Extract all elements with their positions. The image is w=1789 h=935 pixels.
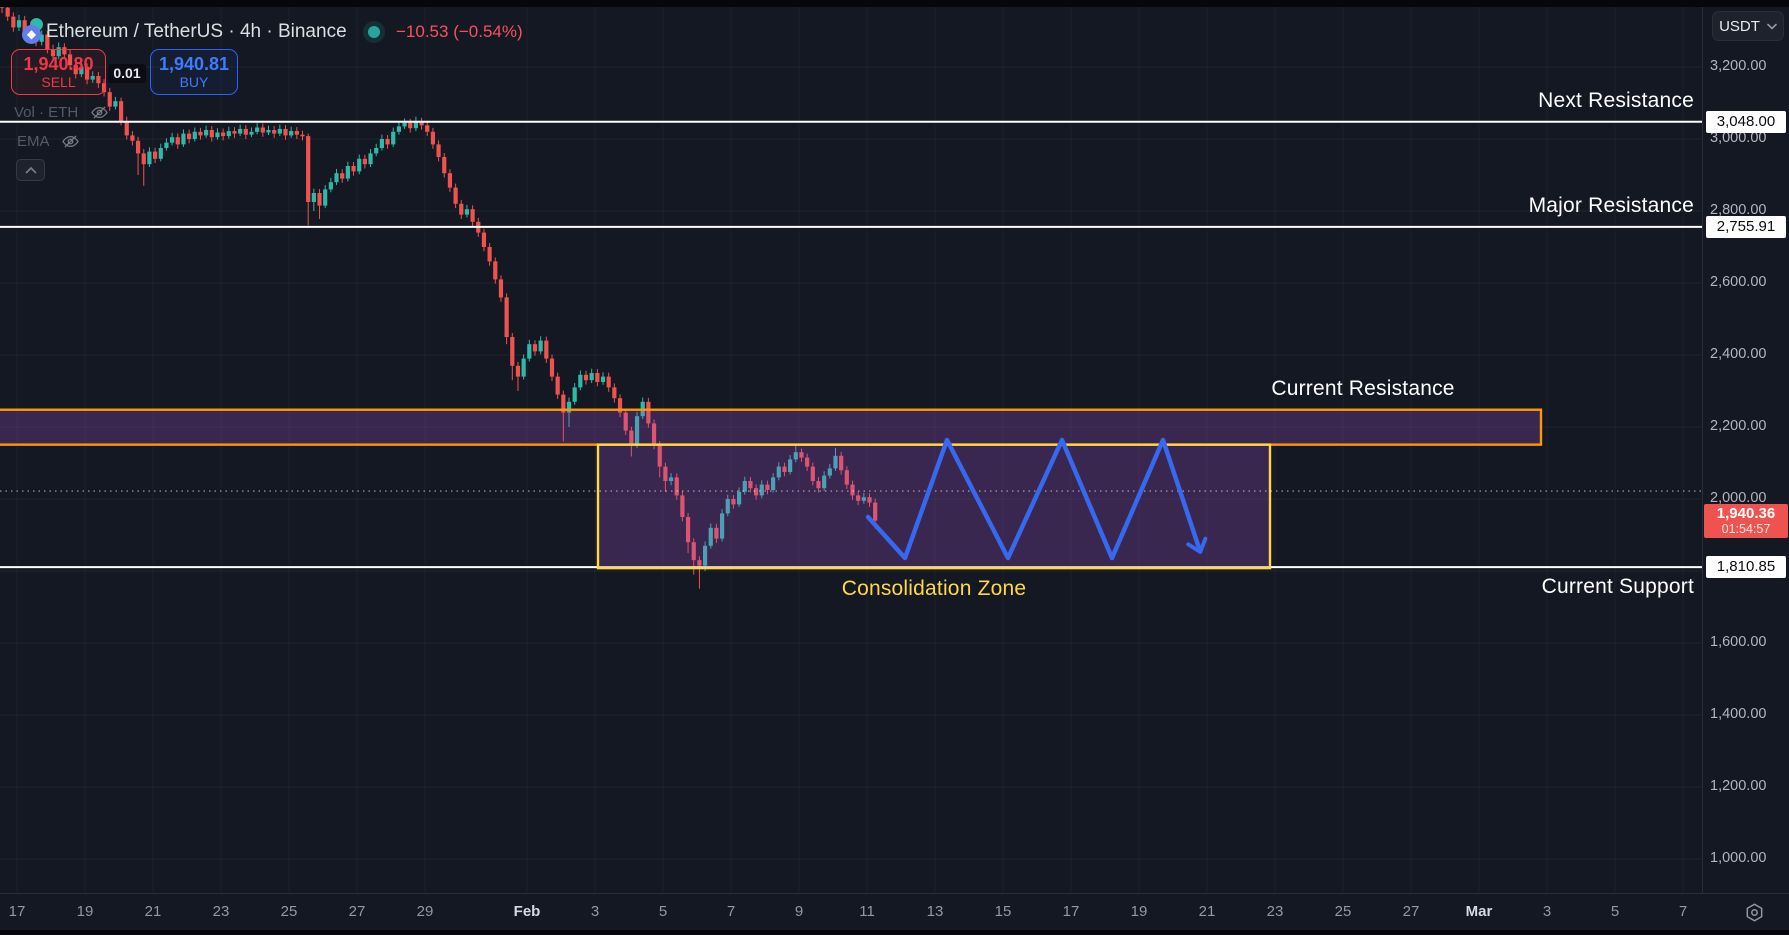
buy-label: BUY bbox=[179, 74, 209, 91]
price-axis[interactable]: USDT 1,940.36 01:54:57 3,200.00 3,000.00 2… bbox=[1702, 7, 1789, 893]
chevron-down-icon bbox=[1767, 23, 1777, 30]
price-tick: 2,800.00 bbox=[1710, 202, 1767, 218]
sell-button[interactable]: 1,940.80 SELL bbox=[11, 49, 106, 95]
time-tick: 3 bbox=[1542, 903, 1552, 920]
sell-price: 1,940.80 bbox=[23, 53, 94, 74]
candle-countdown: 01:54:57 bbox=[1721, 522, 1771, 537]
market-status-dot-icon[interactable] bbox=[368, 26, 380, 38]
time-tick: 23 bbox=[1266, 903, 1284, 920]
current-resistance-label: Current Resistance bbox=[1271, 376, 1455, 400]
time-tick: Feb bbox=[513, 903, 541, 920]
time-tick: 3 bbox=[590, 903, 600, 920]
candlestick-chart-canvas[interactable] bbox=[0, 7, 1702, 893]
volume-indicator-label: Vol · ETH bbox=[14, 103, 79, 121]
time-tick: 11 bbox=[859, 903, 875, 920]
eye-slash-icon[interactable] bbox=[60, 132, 82, 150]
price-level-label: 1,810.85 bbox=[1706, 556, 1786, 579]
price-tick: 3,200.00 bbox=[1710, 58, 1767, 74]
chart-settings-button[interactable] bbox=[1742, 900, 1766, 924]
price-tick: 2,200.00 bbox=[1710, 418, 1767, 434]
time-tick: 17 bbox=[8, 903, 26, 920]
last-price-label: 1,940.36 01:54:57 bbox=[1704, 504, 1788, 539]
price-level-label: 2,755.91 bbox=[1706, 215, 1786, 238]
last-price-value: 1,940.36 bbox=[1716, 505, 1776, 523]
time-tick: 21 bbox=[144, 903, 162, 920]
time-tick: 27 bbox=[348, 903, 366, 920]
currency-selector-value: USDT bbox=[1719, 17, 1760, 35]
time-tick: 19 bbox=[1130, 903, 1148, 920]
time-tick: 23 bbox=[212, 903, 230, 920]
time-tick: 7 bbox=[726, 903, 736, 920]
next-resistance-label: Next Resistance bbox=[1538, 88, 1694, 112]
price-tick: 3,000.00 bbox=[1710, 130, 1767, 146]
price-tick: 2,000.00 bbox=[1710, 490, 1767, 506]
consolidation-zone-label: Consolidation Zone bbox=[841, 577, 1027, 601]
time-tick: 7 bbox=[1678, 903, 1688, 920]
price-change-text: −10.53 (−0.54%) bbox=[396, 22, 523, 41]
major-resistance-label: Major Resistance bbox=[1528, 193, 1694, 217]
time-tick: 5 bbox=[658, 903, 668, 920]
price-tick: 1,000.00 bbox=[1710, 850, 1767, 866]
window-top-edge bbox=[0, 0, 1789, 7]
time-tick: 29 bbox=[416, 903, 434, 920]
spread-value: 0.01 bbox=[108, 64, 146, 83]
ema-indicator-label: EMA bbox=[17, 132, 50, 150]
symbol-logo-icon: ◆ bbox=[12, 16, 46, 46]
sell-label: SELL bbox=[41, 74, 76, 91]
chevron-up-icon bbox=[25, 166, 36, 174]
time-axis[interactable]: 17 19 21 23 25 27 29 Feb 3 5 7 9 11 13 15 17 19 21 23 25 27 M… bbox=[0, 893, 1789, 930]
time-tick: 21 bbox=[1198, 903, 1216, 920]
price-tick: 1,400.00 bbox=[1710, 706, 1767, 722]
time-tick: Mar bbox=[1465, 903, 1493, 920]
time-tick: 13 bbox=[926, 903, 944, 920]
currency-selector-button[interactable]: USDT bbox=[1712, 11, 1784, 41]
current-support-label: Current Support bbox=[1541, 575, 1694, 599]
symbol-title[interactable]: Ethereum / TetherUS · 4h · Binance bbox=[46, 21, 347, 42]
eye-slash-icon[interactable] bbox=[88, 103, 110, 121]
gear-icon bbox=[1746, 903, 1762, 921]
buy-price: 1,940.81 bbox=[158, 53, 230, 74]
chart-pane[interactable]: Next Resistance Major Resistance Current… bbox=[0, 7, 1702, 893]
time-tick: 15 bbox=[994, 903, 1012, 920]
time-tick: 9 bbox=[794, 903, 804, 920]
time-tick: 17 bbox=[1062, 903, 1080, 920]
time-tick: 25 bbox=[1334, 903, 1352, 920]
price-tick: 2,400.00 bbox=[1710, 346, 1767, 362]
price-tick: 2,600.00 bbox=[1710, 274, 1767, 290]
price-tick: 1,200.00 bbox=[1710, 778, 1767, 794]
price-tick: 1,600.00 bbox=[1710, 634, 1767, 650]
time-tick: 25 bbox=[280, 903, 298, 920]
price-level-label: 3,048.00 bbox=[1706, 110, 1786, 133]
ethereum-icon: ◆ bbox=[22, 25, 41, 44]
window-bottom-edge bbox=[0, 930, 1789, 935]
collapse-legend-button[interactable] bbox=[16, 159, 45, 181]
buy-button[interactable]: 1,940.81 BUY bbox=[150, 49, 238, 95]
time-tick: 5 bbox=[1610, 903, 1620, 920]
time-tick: 19 bbox=[76, 903, 94, 920]
time-tick: 27 bbox=[1402, 903, 1420, 920]
